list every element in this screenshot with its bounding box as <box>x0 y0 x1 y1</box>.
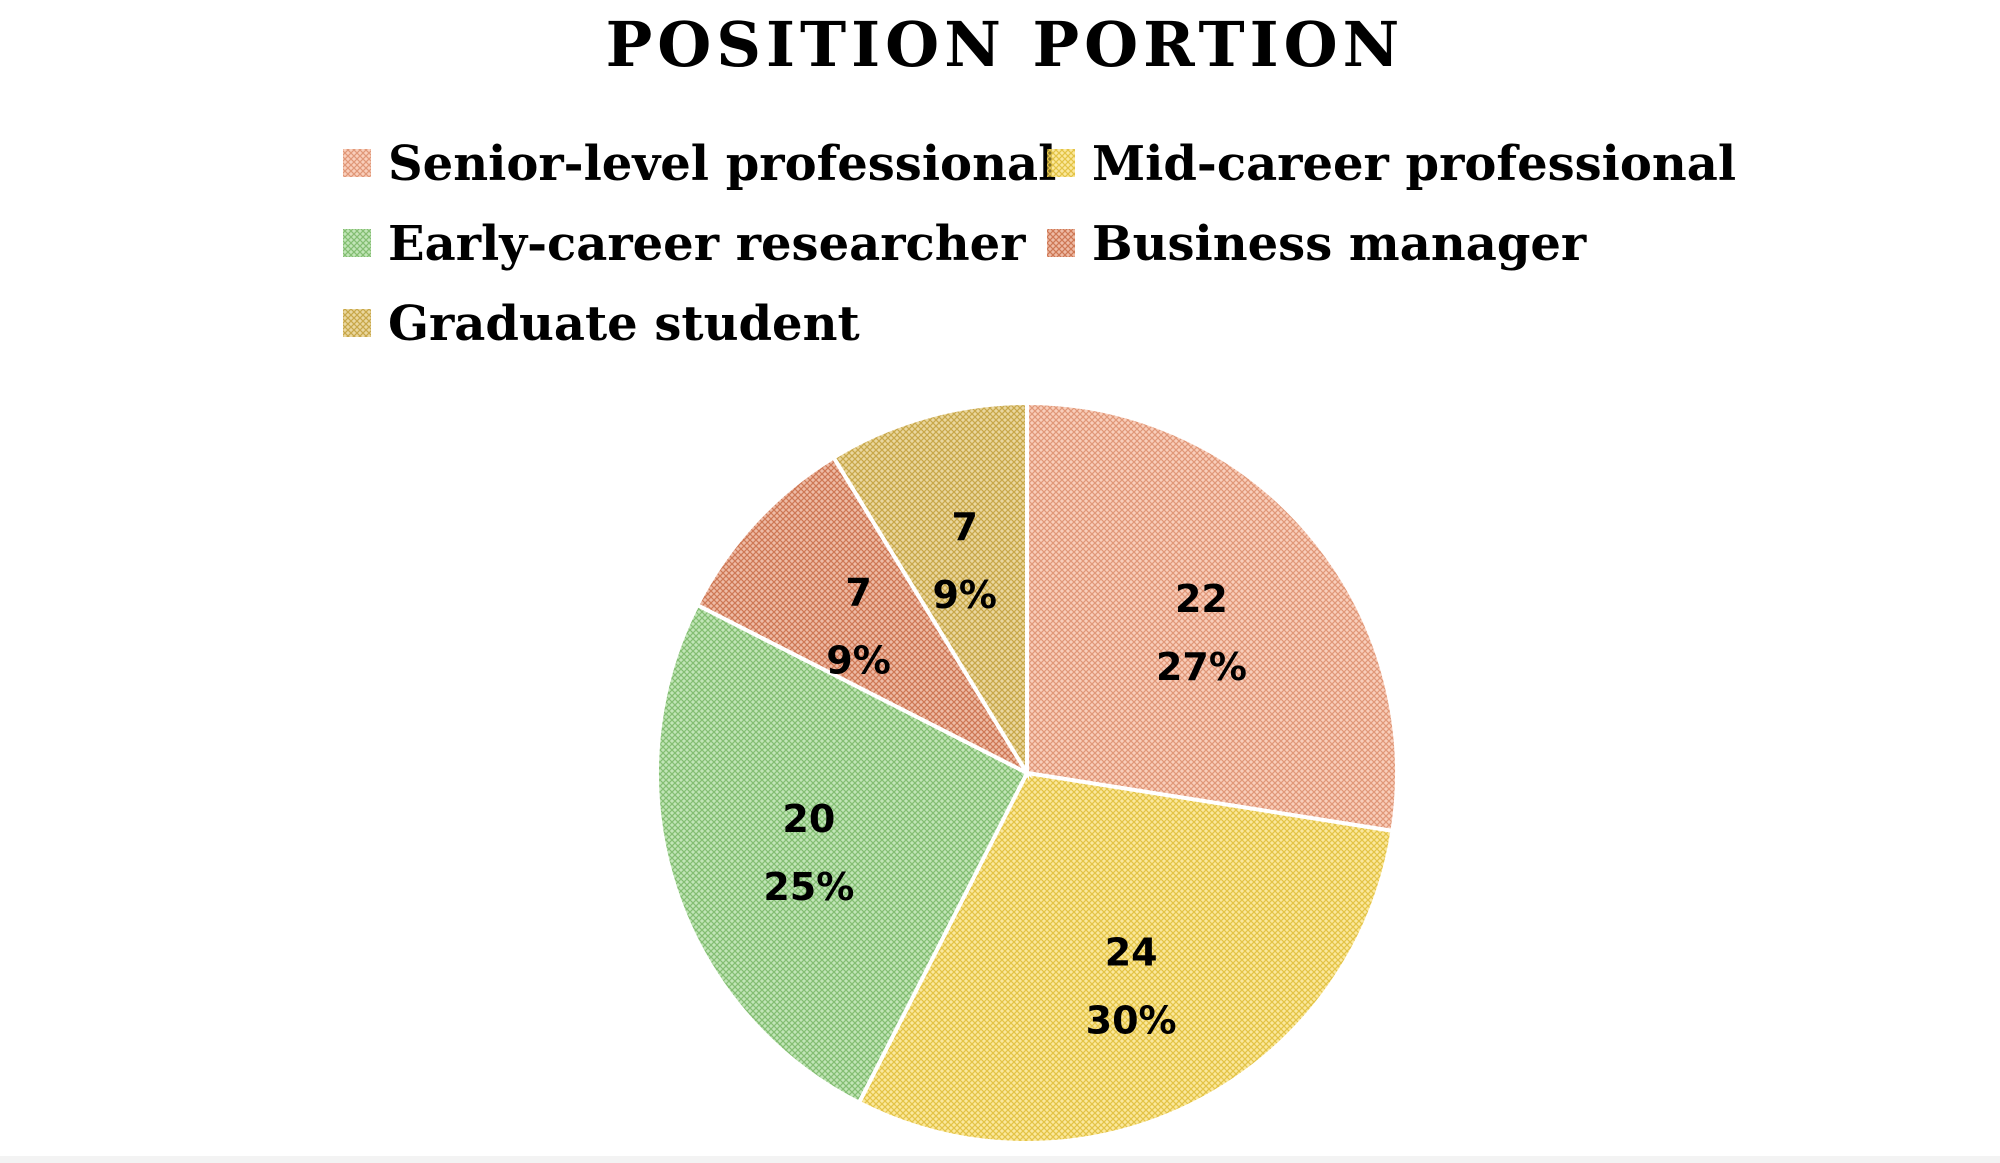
data-label-value-business-manager: 7 <box>845 570 871 614</box>
data-label-percent-business-manager: 9% <box>826 638 891 682</box>
data-label-percent-graduate-student: 9% <box>932 573 997 617</box>
legend-item-early-career-researcher: Early-career researcher <box>343 216 1026 272</box>
legend-item-graduate-student: Graduate student <box>343 296 860 352</box>
pie-slices <box>655 400 1399 1145</box>
data-label-percent-early-career-researcher: 25% <box>763 865 854 909</box>
data-label-percent-senior-level-professional: 27% <box>1156 645 1247 689</box>
legend-label: Mid-career professional <box>1092 136 1736 192</box>
legend-swatch <box>343 309 371 337</box>
bottom-edge <box>0 1156 2000 1163</box>
legend-swatch <box>343 229 371 257</box>
legend-label: Senior-level professional <box>388 136 1056 192</box>
pie-slice-business-manager <box>694 454 1033 779</box>
legend-label: Early-career researcher <box>388 216 1026 272</box>
data-label-percent-mid-career-professional: 30% <box>1086 998 1177 1042</box>
pie-slice-mid-career-professional <box>856 770 1395 1145</box>
data-label-value-graduate-student: 7 <box>952 505 978 549</box>
legend-item-mid-career-professional: Mid-career professional <box>1047 136 1736 192</box>
pie-slice-senior-level-professional <box>1025 400 1399 834</box>
data-label-value-senior-level-professional: 22 <box>1175 577 1228 621</box>
data-label-value-mid-career-professional: 24 <box>1105 930 1158 974</box>
legend-swatch <box>1047 229 1075 257</box>
legend-label: Graduate student <box>388 296 860 352</box>
pie-slice-early-career-researcher <box>655 602 1030 1106</box>
legend: Senior-level professional Mid-career prof… <box>343 136 1736 352</box>
chart-title: POSITION PORTION <box>606 8 1405 81</box>
data-label-value-early-career-researcher: 20 <box>782 797 835 841</box>
legend-item-senior-level-professional: Senior-level professional <box>343 136 1056 192</box>
legend-swatch <box>343 149 371 177</box>
data-labels: 22 27% 24 30% 20 25% 7 9% 7 9% <box>763 505 1247 1042</box>
pie-slice-graduate-student <box>830 400 1029 781</box>
legend-swatch <box>1047 149 1075 177</box>
legend-label: Business manager <box>1092 216 1587 272</box>
legend-item-business-manager: Business manager <box>1047 216 1587 272</box>
